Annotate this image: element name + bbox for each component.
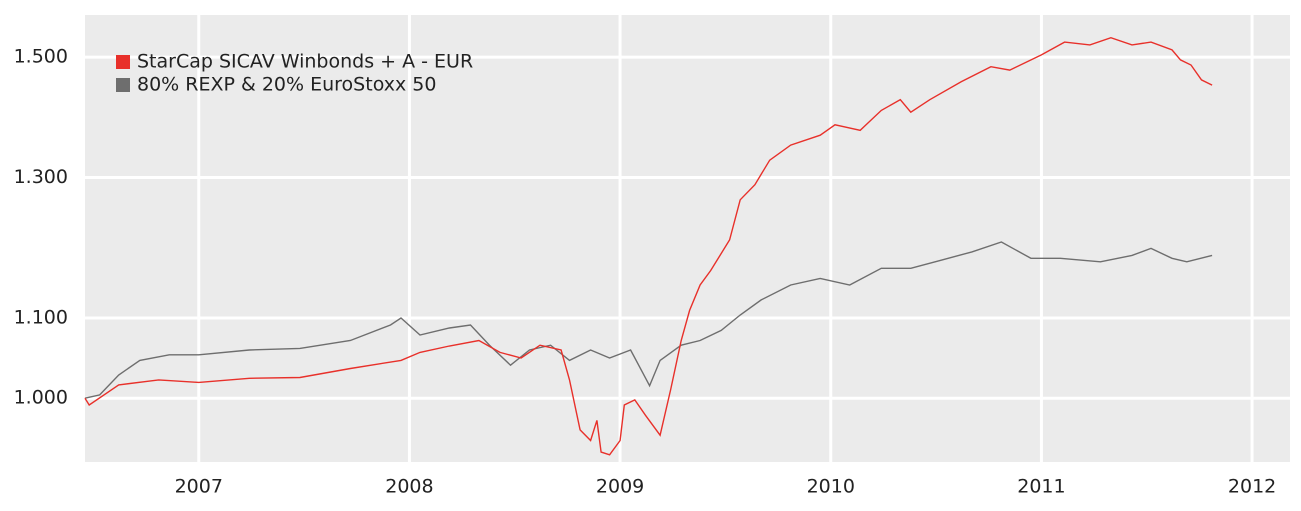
x-tick-label: 2011 xyxy=(1017,476,1065,498)
legend-label: StarCap SICAV Winbonds + A - EUR xyxy=(137,51,473,73)
legend-swatch xyxy=(116,78,130,92)
series-line xyxy=(84,36,1213,456)
y-tick-label: 1.100 xyxy=(14,307,68,329)
series-line xyxy=(84,241,1213,399)
x-tick-label: 2008 xyxy=(385,476,433,498)
legend-swatch xyxy=(116,55,130,69)
x-tick-label: 2007 xyxy=(175,476,223,498)
x-tick-label: 2012 xyxy=(1228,476,1276,498)
x-tick-label: 2010 xyxy=(807,476,855,498)
y-tick-label: 1.000 xyxy=(14,387,68,409)
y-tick-label: 1.500 xyxy=(14,46,68,68)
legend-label: 80% REXP & 20% EuroStoxx 50 xyxy=(137,74,436,96)
y-tick-label: 1.300 xyxy=(14,166,68,188)
lines xyxy=(84,36,1213,456)
plot-background xyxy=(85,15,1290,462)
x-tick-label: 2009 xyxy=(596,476,644,498)
